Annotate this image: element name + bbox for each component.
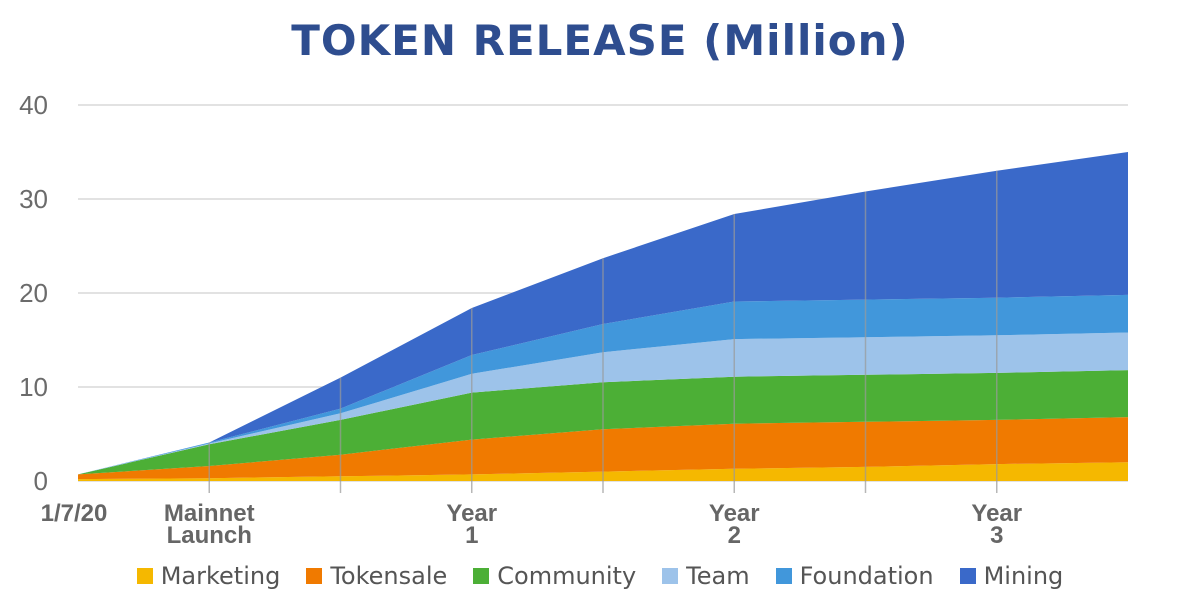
legend-item-team: Team <box>662 562 750 590</box>
legend-swatch <box>662 568 679 584</box>
x-tick-label-3: Year 1 <box>446 500 497 549</box>
y-tick-label-1: 10 <box>19 372 48 402</box>
chart-legend: Marketing Tokensale Community Team Foundatio… <box>0 562 1200 590</box>
x-tick-label-1: Mainnet Launch <box>164 500 255 549</box>
legend-label: Tokensale <box>330 562 448 590</box>
legend-item-foundation: Foundation <box>775 562 934 590</box>
legend-item-community: Community <box>473 562 636 590</box>
legend-swatch <box>775 568 792 584</box>
legend-item-mining: Mining <box>959 562 1064 590</box>
legend-label: Marketing <box>160 562 281 590</box>
x-tick-label-5: Year 2 <box>709 500 760 549</box>
legend-item-marketing: Marketing <box>136 562 281 590</box>
legend-item-tokensale: Tokensale <box>306 562 447 590</box>
y-tick-label-3: 30 <box>19 184 48 214</box>
legend-label: Foundation <box>799 562 934 590</box>
legend-swatch <box>959 568 976 584</box>
y-tick-label-4: 40 <box>19 90 48 120</box>
x-tick-label-0: 1/7/20 <box>41 500 108 527</box>
x-tick-label-7: Year 3 <box>971 500 1022 549</box>
legend-swatch <box>306 568 323 584</box>
legend-label: Mining <box>983 562 1064 590</box>
y-tick-label-0: 0 <box>34 466 48 496</box>
legend-label: Team <box>686 562 750 590</box>
chart-title: TOKEN RELEASE (Million) <box>291 16 909 65</box>
legend-swatch <box>473 568 490 584</box>
legend-swatch <box>136 568 153 584</box>
legend-label: Community <box>497 562 637 590</box>
y-tick-label-2: 20 <box>19 278 48 308</box>
